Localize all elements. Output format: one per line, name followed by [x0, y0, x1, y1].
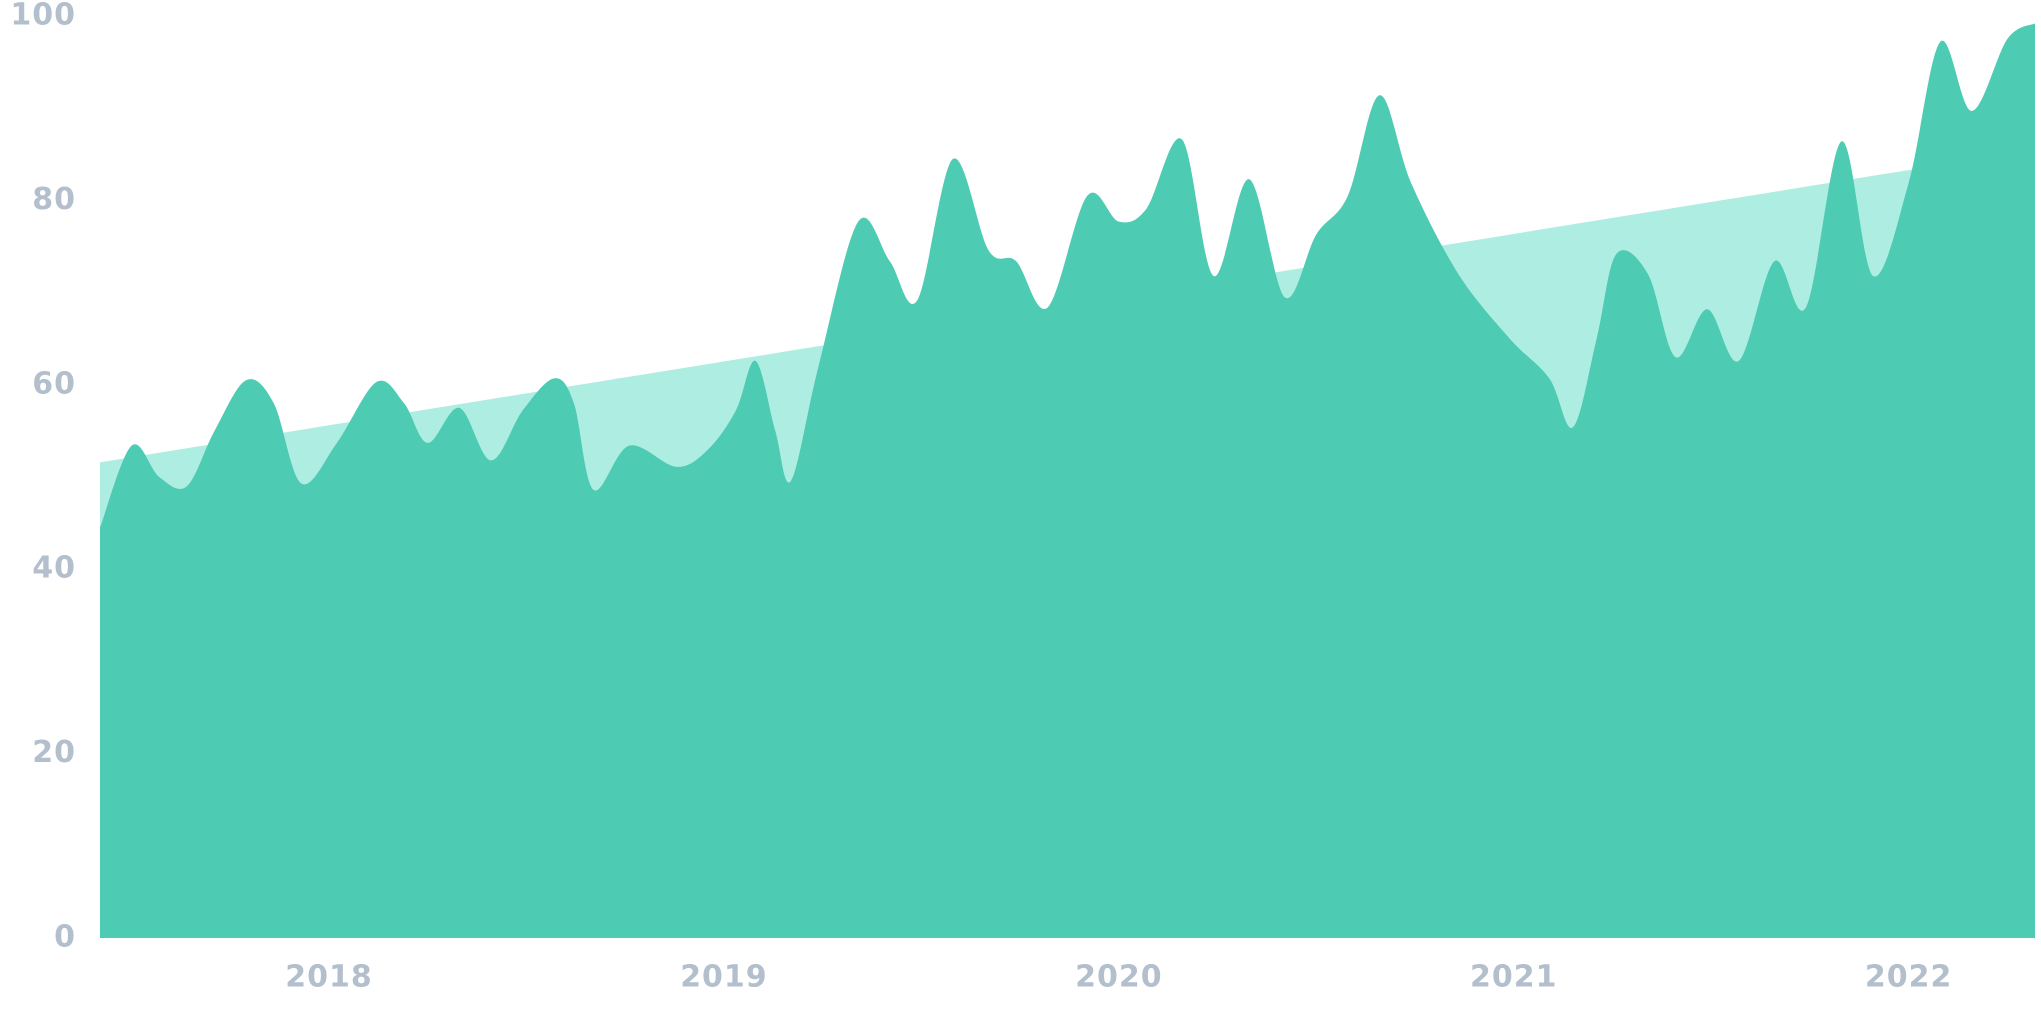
y-tick-label: 20	[32, 735, 76, 770]
y-tick-label: 100	[10, 0, 76, 33]
y-tick-label: 60	[32, 366, 76, 401]
x-tick-label: 2018	[285, 960, 373, 995]
y-tick-label: 80	[32, 182, 76, 217]
x-tick-label: 2020	[1075, 960, 1163, 995]
x-tick-label: 2021	[1470, 960, 1558, 995]
y-tick-label: 40	[32, 551, 76, 586]
area	[100, 23, 2035, 939]
y-tick-label: 0	[54, 920, 76, 955]
x-tick-label: 2022	[1865, 960, 1953, 995]
x-tick-label: 2019	[680, 960, 768, 995]
